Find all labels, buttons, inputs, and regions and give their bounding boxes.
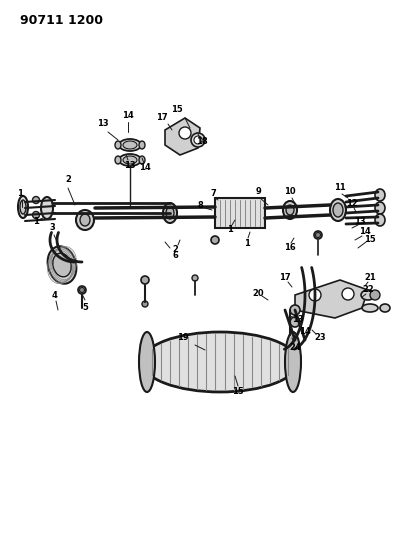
Text: 4: 4 <box>52 290 58 300</box>
Text: 22: 22 <box>362 286 374 295</box>
Ellipse shape <box>375 202 385 214</box>
Text: 19: 19 <box>177 334 189 343</box>
FancyBboxPatch shape <box>215 198 265 228</box>
Ellipse shape <box>18 196 28 218</box>
Text: 17: 17 <box>156 114 168 123</box>
Ellipse shape <box>47 246 76 284</box>
Text: 5: 5 <box>82 303 88 311</box>
Text: 13: 13 <box>97 119 109 128</box>
Circle shape <box>342 288 354 300</box>
Circle shape <box>194 136 202 144</box>
Ellipse shape <box>20 200 26 214</box>
Text: 18: 18 <box>196 138 208 147</box>
Ellipse shape <box>115 141 121 149</box>
Text: 11: 11 <box>334 183 346 192</box>
Ellipse shape <box>141 276 149 284</box>
Ellipse shape <box>290 317 300 327</box>
Text: 13: 13 <box>124 160 136 169</box>
Ellipse shape <box>115 156 121 164</box>
Ellipse shape <box>53 253 71 277</box>
Circle shape <box>370 290 380 300</box>
Ellipse shape <box>361 290 375 300</box>
Ellipse shape <box>139 332 155 392</box>
Ellipse shape <box>375 214 385 226</box>
Text: 7: 7 <box>210 189 216 198</box>
Ellipse shape <box>80 214 90 226</box>
Polygon shape <box>165 118 200 155</box>
Circle shape <box>179 127 191 139</box>
Text: 8: 8 <box>197 201 203 211</box>
Circle shape <box>191 133 205 147</box>
Ellipse shape <box>192 275 198 281</box>
Ellipse shape <box>316 232 320 238</box>
Text: 20: 20 <box>252 288 264 297</box>
Ellipse shape <box>78 286 86 294</box>
Circle shape <box>32 212 40 219</box>
Ellipse shape <box>285 332 301 392</box>
Ellipse shape <box>119 139 141 151</box>
Ellipse shape <box>333 203 343 217</box>
Text: 9: 9 <box>255 188 261 197</box>
Text: 17: 17 <box>279 273 291 282</box>
Ellipse shape <box>211 236 219 244</box>
Ellipse shape <box>119 154 141 166</box>
Text: 12: 12 <box>346 198 358 207</box>
Ellipse shape <box>290 305 300 315</box>
Text: 1: 1 <box>227 225 233 235</box>
Text: 1: 1 <box>244 238 250 247</box>
Circle shape <box>32 197 40 204</box>
Text: 1: 1 <box>17 189 23 198</box>
Text: 15: 15 <box>171 106 183 115</box>
Text: 15: 15 <box>364 236 376 245</box>
Text: 3: 3 <box>49 223 55 232</box>
Text: 1: 1 <box>33 217 39 227</box>
Polygon shape <box>295 280 368 318</box>
Ellipse shape <box>79 287 85 293</box>
Ellipse shape <box>142 301 148 307</box>
Text: 24: 24 <box>289 343 301 352</box>
Ellipse shape <box>314 231 322 239</box>
Ellipse shape <box>362 304 378 312</box>
Text: 23: 23 <box>314 334 326 343</box>
Ellipse shape <box>163 203 177 223</box>
Text: 14: 14 <box>299 327 311 336</box>
Text: 13: 13 <box>292 316 304 325</box>
Ellipse shape <box>139 141 145 149</box>
Text: 2: 2 <box>65 175 71 184</box>
Ellipse shape <box>139 156 145 164</box>
Ellipse shape <box>123 156 137 164</box>
Ellipse shape <box>380 304 390 312</box>
Ellipse shape <box>375 189 385 201</box>
Ellipse shape <box>286 205 294 215</box>
Text: 14: 14 <box>139 164 151 173</box>
Text: 21: 21 <box>364 273 376 282</box>
Text: 6: 6 <box>172 251 178 260</box>
Ellipse shape <box>41 197 53 219</box>
Text: 14: 14 <box>122 110 134 119</box>
Text: 13: 13 <box>354 217 366 227</box>
Text: 90711 1200: 90711 1200 <box>20 14 103 27</box>
Ellipse shape <box>166 207 174 219</box>
Ellipse shape <box>76 210 94 230</box>
Ellipse shape <box>330 199 346 221</box>
Circle shape <box>309 289 321 301</box>
Ellipse shape <box>123 141 137 149</box>
Ellipse shape <box>142 332 298 392</box>
Text: 10: 10 <box>284 188 296 197</box>
Text: 15: 15 <box>232 387 244 397</box>
Text: 14: 14 <box>359 228 371 237</box>
Text: 16: 16 <box>284 244 296 253</box>
Ellipse shape <box>283 201 297 219</box>
Text: 2: 2 <box>172 246 178 254</box>
